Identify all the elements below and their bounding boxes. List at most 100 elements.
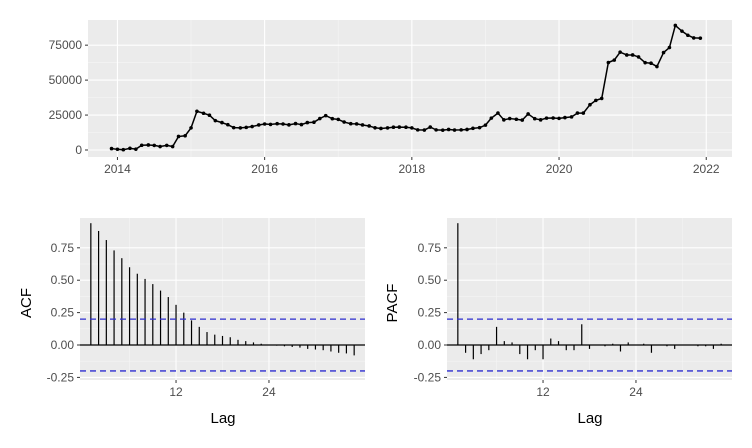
ts-data-point — [532, 116, 537, 121]
ts-x-tick-label: 2014 — [104, 162, 131, 176]
ts-data-point — [367, 124, 371, 128]
ts-data-point — [373, 125, 377, 130]
ts-data-point — [569, 115, 574, 119]
ts-data-point — [502, 118, 506, 122]
pacf-y-tick-label: 0.50 — [418, 273, 442, 287]
ts-data-point — [201, 111, 206, 116]
ts-data-point — [422, 128, 427, 132]
ts-data-point — [207, 113, 212, 118]
ts-data-point — [410, 126, 414, 130]
ts-data-point — [588, 102, 592, 107]
time-series-panel: 2014 2016 2018 2020 2022 0 25000 50000 75000 — [49, 20, 732, 176]
acf-y-tick-label: 0.25 — [51, 306, 75, 320]
ts-data-point — [183, 133, 187, 138]
ts-data-point — [477, 125, 482, 130]
ts-data-point — [452, 128, 457, 132]
ts-data-point — [189, 126, 193, 130]
ts-data-point — [360, 123, 365, 127]
ts-data-point — [391, 125, 396, 130]
ts-data-point — [348, 121, 353, 126]
ts-data-point — [330, 116, 335, 121]
ts-data-point — [121, 147, 126, 152]
ts-plot-background — [88, 20, 732, 157]
acf-y-axis-title: ACF — [18, 288, 35, 318]
ts-data-point — [643, 60, 647, 65]
ts-data-point — [134, 147, 138, 151]
ts-data-point — [459, 128, 463, 132]
ts-data-point — [544, 116, 549, 120]
ts-data-point — [287, 123, 291, 127]
ts-data-point — [262, 122, 267, 126]
ts-data-point — [128, 146, 132, 151]
ts-data-point — [496, 111, 500, 115]
ts-data-point — [575, 111, 580, 115]
ts-data-point — [115, 147, 120, 152]
ts-data-point — [336, 117, 341, 122]
pacf-y-tick-label: 0.25 — [418, 306, 442, 320]
ts-x-tick-label: 2020 — [546, 162, 573, 176]
ts-data-point — [686, 33, 690, 38]
pacf-x-tick-label: 12 — [536, 385, 550, 399]
acf-y-tick-label: -0.25 — [47, 370, 75, 384]
ts-data-point — [342, 120, 346, 124]
ts-data-point — [446, 127, 451, 132]
ts-data-point — [661, 50, 666, 55]
ts-data-point — [514, 117, 519, 122]
ts-data-point — [624, 53, 629, 57]
ts-data-point — [158, 144, 162, 149]
ts-data-point — [636, 55, 641, 59]
ts-data-point — [323, 113, 328, 118]
ts-data-point — [293, 121, 298, 126]
ts-data-point — [673, 23, 678, 28]
ts-data-point — [489, 116, 494, 120]
pacf-panel: 12 24 -0.25 0.00 0.25 0.50 0.75 — [414, 218, 732, 399]
acf-y-tick-label: 0.75 — [51, 241, 75, 255]
ts-y-tick-label: 50000 — [49, 73, 83, 87]
ts-data-point — [281, 122, 285, 126]
ts-data-point — [385, 126, 390, 130]
acf-y-tick-label: 0.00 — [51, 338, 75, 352]
ts-data-point — [667, 45, 672, 50]
ts-data-point — [434, 128, 438, 132]
ts-data-point — [520, 118, 525, 122]
ts-data-point — [250, 124, 254, 129]
ts-data-point — [471, 126, 475, 131]
ts-data-point — [146, 143, 151, 147]
pacf-y-axis-title: PACF — [384, 284, 401, 323]
ts-data-point — [109, 146, 114, 151]
ts-y-tick-label: 25000 — [49, 108, 83, 122]
ts-data-point — [318, 116, 322, 121]
ts-data-point — [691, 36, 696, 40]
ts-data-point — [655, 64, 659, 69]
ts-data-point — [606, 60, 611, 65]
ts-data-point — [581, 111, 586, 115]
ts-data-point — [397, 125, 402, 129]
ts-y-tick-label: 0 — [75, 143, 82, 157]
ts-data-point — [483, 123, 488, 127]
ts-data-point — [238, 126, 243, 130]
acf-y-tick-label: 0.50 — [51, 273, 75, 287]
ts-data-point — [649, 61, 653, 65]
ts-data-point — [170, 144, 175, 149]
ts-data-point — [312, 120, 316, 124]
pacf-x-axis-title: Lag — [577, 410, 602, 427]
ts-x-tick-label: 2022 — [693, 162, 720, 176]
ts-data-point — [275, 121, 279, 126]
ts-data-point — [538, 118, 543, 122]
ts-data-point — [139, 143, 144, 148]
ts-data-point — [256, 123, 261, 127]
acf-x-tick-label: 12 — [169, 385, 183, 399]
ts-y-tick-label: 75000 — [49, 38, 83, 52]
ts-data-point — [612, 58, 617, 62]
ts-data-point — [176, 134, 181, 139]
ts-data-point — [305, 120, 310, 125]
ts-data-point — [465, 127, 469, 132]
ts-data-point — [563, 115, 567, 120]
ts-data-point — [630, 53, 635, 57]
acf-x-axis-title: Lag — [210, 410, 235, 427]
ts-data-point — [507, 116, 512, 121]
ts-x-tick-label: 2018 — [398, 162, 425, 176]
pacf-y-tick-label: 0.75 — [418, 241, 442, 255]
ts-data-point — [220, 120, 224, 125]
